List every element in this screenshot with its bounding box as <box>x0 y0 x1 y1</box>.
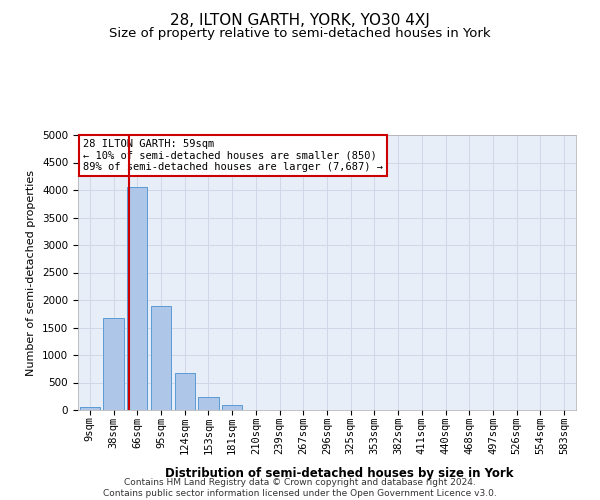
Bar <box>151 306 171 410</box>
Text: 28 ILTON GARTH: 59sqm
← 10% of semi-detached houses are smaller (850)
89% of sem: 28 ILTON GARTH: 59sqm ← 10% of semi-deta… <box>83 139 383 172</box>
Bar <box>199 398 218 410</box>
Bar <box>103 318 124 410</box>
Bar <box>127 187 148 410</box>
Text: Contains HM Land Registry data © Crown copyright and database right 2024.
Contai: Contains HM Land Registry data © Crown c… <box>103 478 497 498</box>
Bar <box>80 406 100 410</box>
Y-axis label: Number of semi-detached properties: Number of semi-detached properties <box>26 170 37 376</box>
Bar <box>175 373 195 410</box>
Text: 28, ILTON GARTH, YORK, YO30 4XJ: 28, ILTON GARTH, YORK, YO30 4XJ <box>170 12 430 28</box>
Text: Size of property relative to semi-detached houses in York: Size of property relative to semi-detach… <box>109 28 491 40</box>
Bar <box>222 404 242 410</box>
Text: Distribution of semi-detached houses by size in York: Distribution of semi-detached houses by … <box>165 467 513 480</box>
